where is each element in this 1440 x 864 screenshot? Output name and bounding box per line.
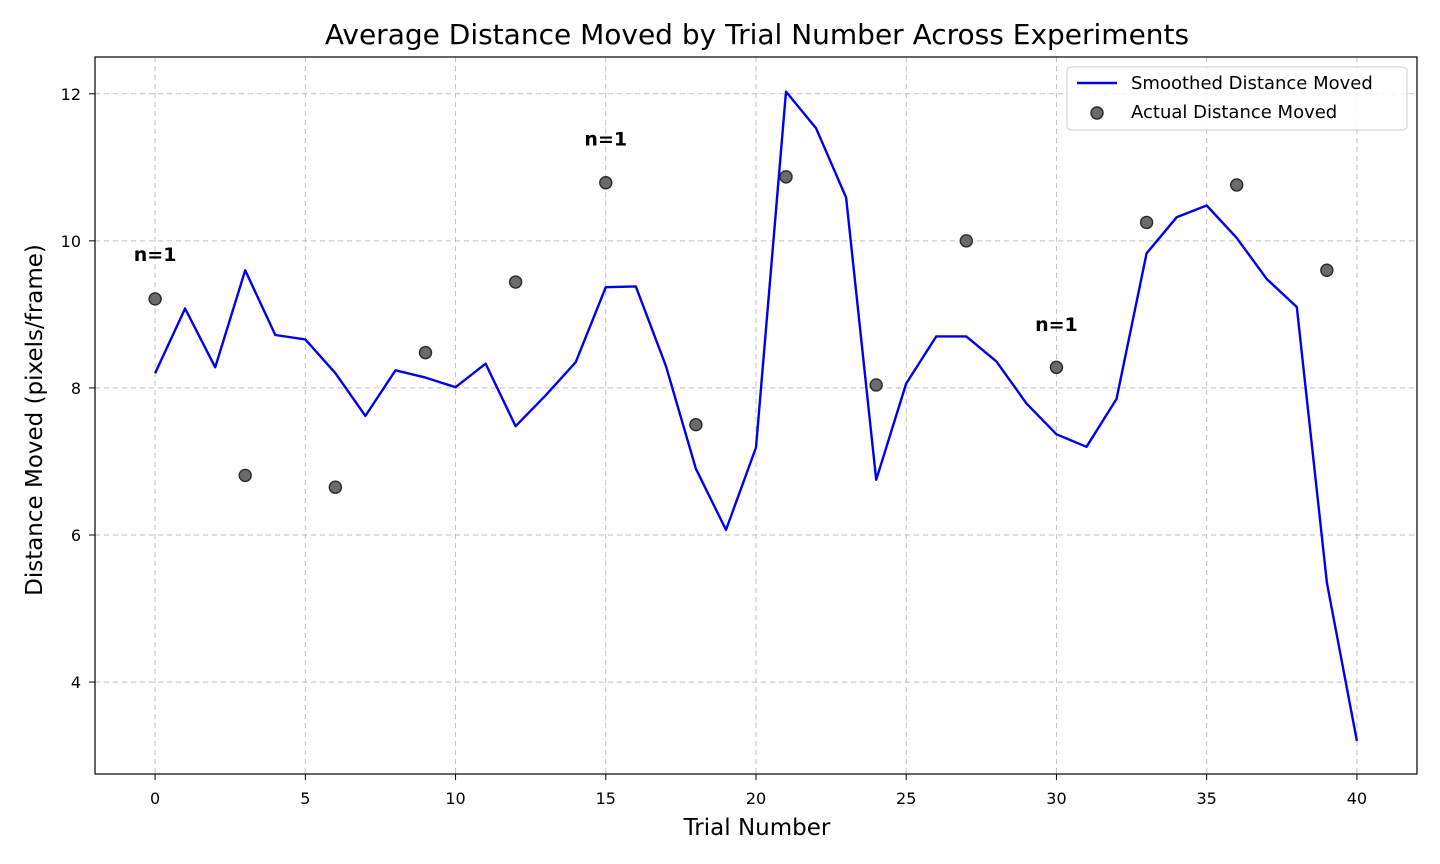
actual-distance-point	[238, 468, 252, 483]
sample-size-annotation: n=1	[1035, 314, 1078, 336]
smoothed-distance-line	[154, 90, 1359, 742]
grid-lines	[95, 57, 1417, 774]
chart-title: Average Distance Moved by Trial Number A…	[325, 18, 1189, 51]
actual-distance-point	[689, 417, 703, 432]
actual-distance-point	[148, 292, 162, 306]
actual-distance-point	[418, 345, 433, 360]
actual-distance-point	[959, 234, 974, 248]
x-tick-label: 5	[300, 789, 310, 808]
x-axis-label: Trial Number	[683, 815, 831, 841]
x-tick-label: 35	[1197, 789, 1217, 808]
actual-distance-point	[1049, 360, 1064, 375]
plot-area	[148, 90, 1359, 742]
legend-point-swatch	[1090, 106, 1104, 120]
actual-distance-point	[1230, 178, 1244, 192]
plot-frame	[94, 56, 1418, 775]
legend-box	[1066, 66, 1408, 131]
x-tick-label: 30	[1046, 789, 1066, 808]
y-tick-label: 8	[71, 379, 81, 398]
actual-distance-point	[508, 275, 523, 289]
actual-distance-point	[599, 176, 613, 190]
sample-size-annotation: n=1	[134, 244, 177, 266]
actual-distance-point	[328, 480, 343, 494]
y-axis-ticks: 4 6 8 10 12	[61, 85, 95, 692]
x-tick-label: 10	[445, 789, 465, 808]
legend: Smoothed Distance Moved Actual Distance …	[1066, 66, 1408, 131]
actual-distance-point	[779, 170, 793, 184]
actual-distance-point	[869, 378, 883, 392]
y-tick-label: 4	[71, 673, 81, 692]
x-tick-label: 25	[896, 789, 916, 808]
sample-size-annotation: n=1	[584, 129, 627, 151]
actual-distance-point	[1139, 215, 1154, 230]
x-tick-label: 20	[746, 789, 766, 808]
x-axis-ticks: 0 5 10 15 20 25 30 35 40	[150, 774, 1367, 808]
y-tick-label: 10	[61, 232, 81, 251]
y-axis-label: Distance Moved (pixels/frame)	[22, 244, 48, 596]
x-tick-label: 40	[1347, 789, 1367, 808]
legend-entry-actual: Actual Distance Moved	[1131, 102, 1337, 123]
actual-distance-point	[1320, 263, 1334, 277]
legend-entry-smoothed: Smoothed Distance Moved	[1131, 73, 1373, 94]
x-tick-label: 0	[150, 789, 160, 808]
y-tick-label: 6	[71, 526, 81, 545]
annotations: n=1 n=1 n=1	[134, 129, 1078, 336]
x-tick-label: 15	[596, 789, 616, 808]
y-tick-label: 12	[61, 85, 81, 104]
